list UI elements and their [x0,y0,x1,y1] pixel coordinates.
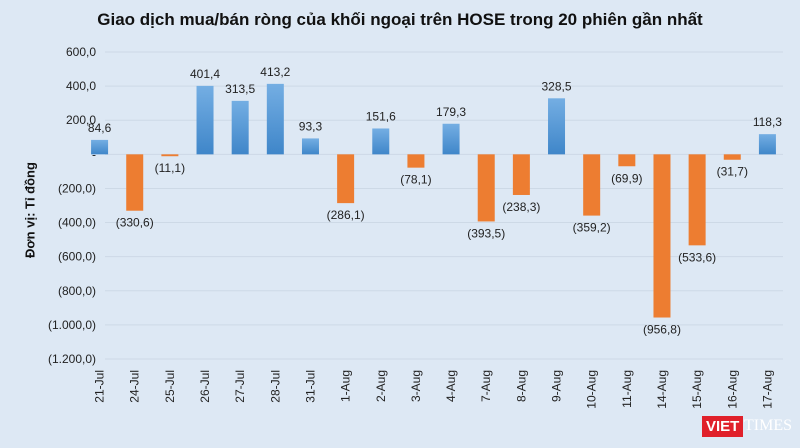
data-label: (11,1) [155,161,185,175]
bar [477,154,495,222]
bar [548,98,566,155]
x-tick-label: 11-Aug [620,370,634,408]
data-label: (393,5) [467,226,505,240]
data-label: (956,8) [643,323,681,337]
data-label: 179,3 [436,105,466,119]
y-tick-label: 200,0 [66,113,96,127]
bar [688,154,706,246]
data-label: (78,1) [400,173,431,187]
x-tick-label: 27-Jul [233,370,247,403]
data-label: 151,6 [366,109,396,123]
data-label: (359,2) [573,221,611,235]
x-tick-label: 15-Aug [690,370,704,409]
x-tick-label: 31-Jul [303,370,317,403]
bar [266,83,284,155]
data-label: (330,6) [116,216,154,230]
bar [231,100,249,155]
bar [372,128,390,155]
data-label: (69,9) [611,171,642,185]
x-tick-label: 24-Jul [128,370,142,403]
bar [758,134,776,155]
y-tick-label: (200,0) [58,181,96,195]
bar [407,154,425,168]
x-tick-label: 17-Aug [760,370,774,409]
x-tick-label: 14-Aug [655,370,669,409]
bar [723,154,741,160]
bar [301,138,319,155]
bar [618,154,636,167]
bar [91,139,109,155]
x-tick-label: 1-Aug [339,370,353,402]
y-tick-label: 600,0 [66,45,96,59]
x-tick-label: 3-Aug [409,370,423,402]
x-tick-label: 28-Jul [268,370,282,403]
x-tick-label: 21-Jul [93,370,107,403]
data-label: 313,5 [225,82,255,96]
x-tick-label: 4-Aug [444,370,458,402]
x-tick-label: 16-Aug [725,370,739,409]
data-label: 118,3 [753,115,782,129]
x-tick-label: 26-Jul [198,370,212,403]
data-label: 93,3 [299,119,323,133]
y-tick-label: (600,0) [58,250,96,264]
bar [126,154,144,211]
bar [512,154,530,195]
y-tick-label: (1.000,0) [48,318,96,332]
data-label: (31,7) [717,165,748,179]
bar [337,154,355,204]
viettimes-logo: VIET TIMES [702,412,792,442]
x-tick-label: 7-Aug [479,370,493,402]
data-label: (286,1) [327,208,365,222]
x-tick-label: 25-Jul [163,370,177,403]
x-tick-label: 9-Aug [550,370,564,402]
y-tick-label: 400,0 [66,79,96,93]
bar [196,85,214,155]
data-label: (533,6) [678,250,716,264]
x-tick-label: 2-Aug [374,370,388,402]
data-label: (238,3) [502,200,540,214]
bar [442,123,460,155]
data-label: 328,5 [542,79,572,93]
y-tick-label: (800,0) [58,284,96,298]
data-label: 413,2 [260,65,290,79]
bar [583,154,601,216]
data-label: 401,4 [190,67,220,81]
x-tick-label: 10-Aug [585,370,599,409]
x-tick-label: 8-Aug [514,370,528,402]
y-tick-label: (1.200,0) [48,352,96,366]
chart-title: Giao dịch mua/bán ròng của khối ngoại tr… [97,10,703,29]
y-tick-label: (400,0) [58,216,96,230]
bar [161,154,179,157]
bar [653,154,671,318]
data-label: 84,6 [88,121,112,135]
